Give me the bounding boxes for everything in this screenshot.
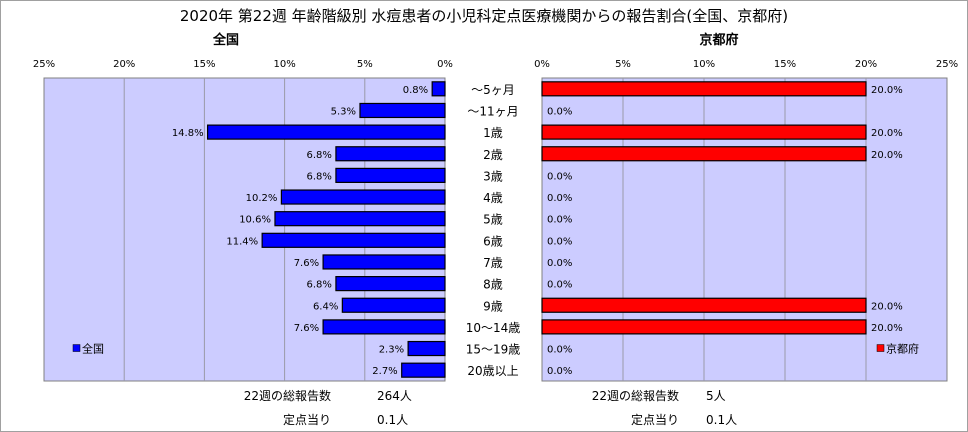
national-value-label: 2.3% xyxy=(379,345,404,356)
category-label: 1歳 xyxy=(483,126,503,140)
national-footer-value: 264人 xyxy=(377,389,412,403)
right-x-tick-label: 15% xyxy=(774,59,796,70)
kyoto-value-label: 0.0% xyxy=(547,171,572,182)
national-footer-label: 定点当り xyxy=(283,412,331,427)
category-label: 15～19歳 xyxy=(466,343,521,357)
national-bar xyxy=(207,124,446,140)
national-footer-label: 22週の総報告数 xyxy=(244,388,331,403)
national-value-label: 6.8% xyxy=(307,280,332,291)
kyoto-value-label: 0.0% xyxy=(547,193,572,204)
category-label: ～5ヶ月 xyxy=(471,83,515,97)
national-bar xyxy=(431,81,446,97)
kyoto-value-label: 0.0% xyxy=(547,106,572,117)
right-x-tick-label: 5% xyxy=(615,59,631,70)
category-labels: ～5ヶ月 ～11ヶ月 1歳 2歳 3歳 4歳 5歳 6歳 7歳 8歳 9歳 10～14歳 15～19歳 2… xyxy=(466,83,521,378)
left-panel-title: 全国 xyxy=(212,32,239,48)
kyoto-legend-swatch xyxy=(876,344,885,352)
national-footer-value: 0.1人 xyxy=(377,413,408,427)
national-legend-label: 全国 xyxy=(82,342,104,356)
national-value-label: 7.6% xyxy=(294,323,319,334)
left-x-tick-label: 20% xyxy=(113,59,135,70)
category-label: 2歳 xyxy=(483,148,503,162)
national-value-label: 0.8% xyxy=(403,85,428,96)
right-x-tick-label: 20% xyxy=(855,59,877,70)
national-value-label: 6.8% xyxy=(307,150,332,161)
right-x-tick-label: 0% xyxy=(534,59,550,70)
national-bar xyxy=(280,189,446,205)
national-bar xyxy=(335,146,446,162)
kyoto-footer-value: 0.1人 xyxy=(706,413,737,427)
left-panel-national: 25% 20% 15% 10% 5% 0% 0.8% 5.3% 14.8% 6.8% 6.8% 10.… xyxy=(33,59,453,382)
kyoto-value-label: 20.0% xyxy=(871,301,903,312)
category-label: 4歳 xyxy=(483,191,503,205)
national-value-label: 6.4% xyxy=(313,301,338,312)
category-label: 3歳 xyxy=(483,169,503,183)
national-value-label: 2.7% xyxy=(372,366,397,377)
kyoto-value-label: 20.0% xyxy=(871,128,903,139)
left-plot-area xyxy=(43,77,446,382)
national-bar xyxy=(335,167,446,183)
national-bar xyxy=(341,297,446,313)
kyoto-footer-label: 22週の総報告数 xyxy=(592,388,679,403)
national-value-label: 6.8% xyxy=(307,171,332,182)
left-x-tick-label: 25% xyxy=(33,59,55,70)
national-value-label: 10.6% xyxy=(239,215,271,226)
kyoto-footer-label: 定点当り xyxy=(631,412,679,427)
kyoto-value-label: 20.0% xyxy=(871,323,903,334)
left-x-tick-label: 0% xyxy=(437,59,453,70)
right-x-tick-label: 25% xyxy=(936,59,958,70)
kyoto-value-label: 0.0% xyxy=(547,215,572,226)
national-bar xyxy=(359,102,446,119)
kyoto-bar xyxy=(541,319,867,335)
left-x-tick-label: 15% xyxy=(193,59,215,70)
national-bar xyxy=(322,319,446,335)
right-plot-area xyxy=(541,77,948,382)
right-panel-title: 京都府 xyxy=(699,32,738,48)
national-bar xyxy=(401,362,446,378)
national-bar xyxy=(274,211,446,227)
kyoto-legend-label: 京都府 xyxy=(886,342,919,356)
kyoto-value-label: 0.0% xyxy=(547,258,572,269)
left-x-tick-label: 5% xyxy=(357,59,373,70)
national-legend-swatch xyxy=(72,344,81,352)
left-x-tick-label: 10% xyxy=(273,59,295,70)
national-bar xyxy=(335,276,446,292)
national-value-label: 5.3% xyxy=(331,106,356,117)
right-x-tick-label: 10% xyxy=(693,59,715,70)
kyoto-bar xyxy=(541,146,867,162)
kyoto-bar xyxy=(541,124,867,140)
national-value-label: 10.2% xyxy=(246,193,278,204)
category-label: 10～14歳 xyxy=(466,321,521,335)
kyoto-bar xyxy=(541,81,867,97)
kyoto-value-label: 0.0% xyxy=(547,366,572,377)
national-value-label: 14.8% xyxy=(172,128,204,139)
kyoto-value-label: 20.0% xyxy=(871,150,903,161)
national-value-label: 7.6% xyxy=(294,258,319,269)
category-label: 20歳以上 xyxy=(467,364,518,378)
category-label: ～11ヶ月 xyxy=(467,104,518,118)
kyoto-bar xyxy=(541,297,867,313)
kyoto-value-label: 0.0% xyxy=(547,280,572,291)
category-label: 7歳 xyxy=(483,256,503,270)
kyoto-footer-value: 5人 xyxy=(706,389,726,403)
national-value-label: 11.4% xyxy=(226,236,258,247)
kyoto-value-label: 0.0% xyxy=(547,236,572,247)
category-label: 8歳 xyxy=(483,278,503,292)
national-bar xyxy=(322,254,446,270)
right-panel-kyoto: 0% 5% 10% 15% 20% 25% 20.0% 0.0% 20.0% 20.0% 0.0% 0… xyxy=(534,59,958,382)
category-label: 6歳 xyxy=(483,234,503,248)
national-bar xyxy=(407,340,446,357)
kyoto-value-label: 0.0% xyxy=(547,345,572,356)
category-label: 9歳 xyxy=(483,299,503,313)
national-bar xyxy=(261,232,446,248)
kyoto-value-label: 20.0% xyxy=(871,85,903,96)
chart-title: 2020年 第22週 年齢階級別 水痘患者の小児科定点医療機関からの報告割合(全… xyxy=(180,7,788,25)
category-label: 5歳 xyxy=(483,213,503,227)
